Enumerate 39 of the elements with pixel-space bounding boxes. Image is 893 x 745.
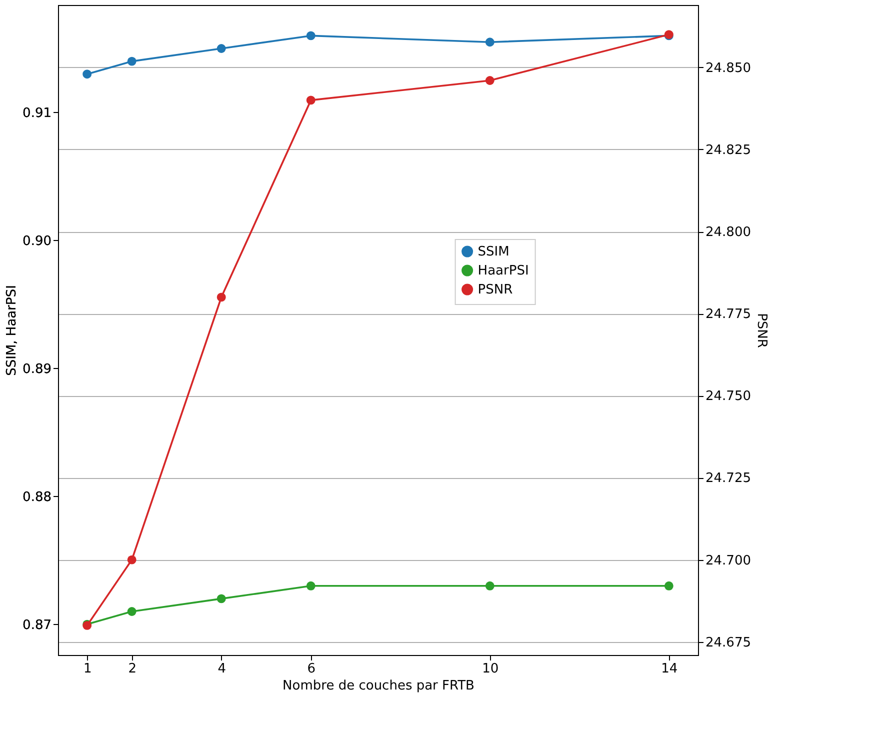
y2-axis-title: PSNR bbox=[754, 313, 769, 348]
point bbox=[306, 581, 316, 590]
point bbox=[127, 607, 136, 616]
y-tick-label: 0.88 bbox=[22, 490, 52, 505]
y2-tick-label: 24.775 bbox=[706, 307, 751, 322]
y2-tick-label: 24.825 bbox=[706, 142, 751, 158]
point bbox=[82, 70, 92, 79]
point bbox=[127, 555, 136, 564]
y2-tick-label: 24.675 bbox=[706, 635, 751, 650]
point bbox=[664, 581, 674, 590]
y-tick-label: 0.91 bbox=[22, 106, 52, 121]
point bbox=[485, 76, 494, 85]
point bbox=[485, 38, 494, 47]
legend-label: PSNR bbox=[478, 282, 513, 298]
legend-label: HaarPSI bbox=[478, 264, 529, 278]
y2-tick-label: 24.700 bbox=[706, 553, 751, 568]
x-tick-label: 14 bbox=[661, 662, 678, 676]
y2-tick-label: 24.750 bbox=[706, 389, 751, 404]
y2-tick-label: 24.725 bbox=[706, 471, 751, 486]
point bbox=[216, 594, 226, 604]
y-tick-label: 0.89 bbox=[22, 362, 52, 377]
x-tick-label: 4 bbox=[218, 662, 226, 676]
legend-label: SSIM bbox=[478, 244, 510, 260]
x-tick-label: 6 bbox=[307, 662, 316, 676]
point bbox=[216, 44, 226, 53]
point bbox=[216, 292, 226, 302]
point bbox=[306, 31, 316, 40]
x-axis-title: Nombre de couches par FRTB bbox=[282, 678, 474, 694]
point bbox=[485, 581, 494, 590]
x-tick-label: 10 bbox=[482, 662, 499, 676]
point bbox=[127, 56, 136, 66]
y2-tick-label: 24.850 bbox=[706, 60, 751, 76]
y-tick-label: 0.87 bbox=[22, 618, 52, 633]
y-axis-title: SSIM, HaarPSI bbox=[4, 285, 20, 376]
x-tick-label: 2 bbox=[128, 662, 136, 676]
x-tick-label: 1 bbox=[83, 662, 92, 676]
y2-tick-label: 24.800 bbox=[706, 225, 751, 240]
y-tick-label: 0.90 bbox=[22, 234, 52, 249]
point bbox=[306, 96, 316, 105]
